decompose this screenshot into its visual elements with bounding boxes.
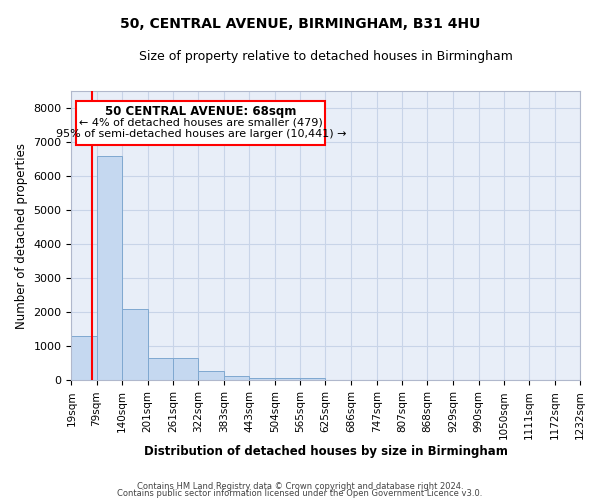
Text: 50, CENTRAL AVENUE, BIRMINGHAM, B31 4HU: 50, CENTRAL AVENUE, BIRMINGHAM, B31 4HU (120, 18, 480, 32)
Bar (301, 378, 325, 380)
X-axis label: Distribution of detached houses by size in Birmingham: Distribution of detached houses by size … (144, 444, 508, 458)
Text: Contains HM Land Registry data © Crown copyright and database right 2024.: Contains HM Land Registry data © Crown c… (137, 482, 463, 491)
Bar (199, 370, 224, 380)
Text: ← 4% of detached houses are smaller (479): ← 4% of detached houses are smaller (479… (79, 118, 323, 128)
Text: Contains public sector information licensed under the Open Government Licence v3: Contains public sector information licen… (118, 490, 482, 498)
Bar (97, 156, 122, 380)
Bar (71, 336, 97, 380)
Title: Size of property relative to detached houses in Birmingham: Size of property relative to detached ho… (139, 50, 512, 63)
Text: 95% of semi-detached houses are larger (10,441) →: 95% of semi-detached houses are larger (… (56, 129, 346, 139)
Text: 50 CENTRAL AVENUE: 68sqm: 50 CENTRAL AVENUE: 68sqm (105, 106, 296, 118)
Bar (249, 378, 275, 380)
Bar (148, 358, 173, 380)
Bar (224, 376, 249, 380)
Bar (275, 378, 301, 380)
Bar (122, 309, 148, 380)
Bar (173, 358, 199, 380)
Y-axis label: Number of detached properties: Number of detached properties (15, 142, 28, 328)
FancyBboxPatch shape (76, 101, 325, 145)
